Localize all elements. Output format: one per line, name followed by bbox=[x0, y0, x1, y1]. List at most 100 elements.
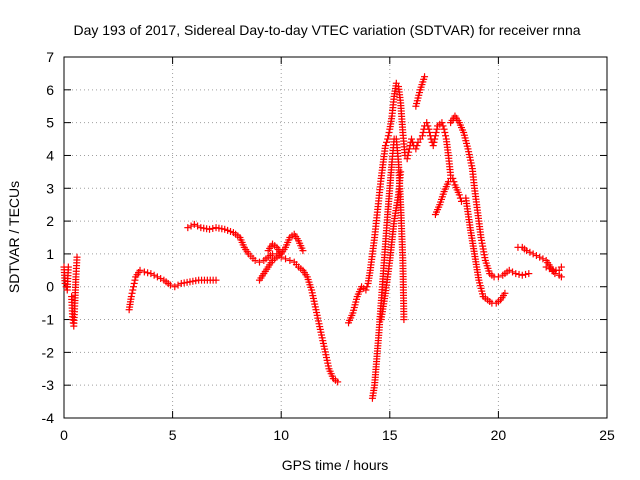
data-point bbox=[209, 224, 217, 232]
data-point bbox=[405, 145, 413, 153]
data-point bbox=[206, 225, 214, 233]
data-point bbox=[426, 128, 434, 136]
data-point bbox=[423, 119, 431, 127]
data-point bbox=[494, 273, 502, 281]
data-point bbox=[505, 266, 513, 274]
data-point bbox=[515, 270, 523, 278]
data-point bbox=[523, 247, 531, 255]
data-point bbox=[286, 256, 294, 264]
data-point bbox=[362, 286, 370, 294]
data-point bbox=[174, 281, 182, 289]
data-point bbox=[384, 132, 392, 140]
gridlines bbox=[64, 57, 607, 418]
plot-frame bbox=[63, 56, 608, 419]
data-point bbox=[381, 142, 389, 150]
data-point bbox=[166, 281, 174, 289]
data-point bbox=[418, 132, 426, 140]
data-point bbox=[212, 276, 220, 284]
data-point bbox=[129, 286, 137, 294]
y-tick-label: -1 bbox=[42, 312, 55, 328]
data-point bbox=[441, 128, 449, 136]
data-point bbox=[425, 125, 433, 133]
data-point bbox=[542, 263, 550, 271]
data-points bbox=[60, 73, 565, 402]
data-point bbox=[557, 273, 565, 281]
y-tick-label: 2 bbox=[46, 213, 54, 229]
data-point bbox=[150, 271, 158, 279]
data-point bbox=[413, 142, 421, 150]
data-point bbox=[194, 222, 202, 230]
y-tick-label: 6 bbox=[46, 82, 54, 98]
data-point bbox=[147, 270, 155, 278]
data-point bbox=[397, 168, 405, 176]
x-tick-label: 10 bbox=[273, 427, 289, 443]
data-point bbox=[545, 265, 553, 273]
x-tick-label: 0 bbox=[60, 427, 68, 443]
data-point bbox=[153, 273, 161, 281]
y-tick-label: 1 bbox=[46, 246, 54, 262]
data-point bbox=[518, 271, 526, 279]
data-point bbox=[512, 270, 520, 278]
data-point bbox=[431, 132, 439, 140]
data-point bbox=[438, 119, 446, 127]
data-point bbox=[400, 316, 408, 324]
data-point bbox=[383, 138, 391, 146]
y-tick-label: -2 bbox=[42, 344, 55, 360]
data-point bbox=[403, 155, 411, 163]
data-point bbox=[536, 253, 544, 261]
y-tick-label: 0 bbox=[46, 279, 54, 295]
data-point bbox=[140, 268, 148, 276]
axis-ticks: 0 5 10 15 20 25 -4 -3 -2 -1 0 1 2 3 4 5 6 7 bbox=[42, 49, 615, 443]
y-tick-label: 5 bbox=[46, 115, 54, 131]
data-point bbox=[130, 279, 138, 287]
y-tick-label: 7 bbox=[46, 49, 54, 65]
y-tick-label: 4 bbox=[46, 147, 54, 163]
data-point bbox=[299, 247, 307, 255]
data-point bbox=[136, 266, 144, 274]
data-point bbox=[509, 268, 517, 276]
data-point bbox=[440, 125, 448, 133]
data-point bbox=[384, 135, 392, 143]
data-point bbox=[404, 151, 412, 159]
data-point bbox=[522, 270, 530, 278]
data-point bbox=[405, 148, 413, 156]
data-point bbox=[385, 128, 393, 136]
data-point bbox=[251, 256, 259, 264]
data-point bbox=[432, 128, 440, 136]
data-point bbox=[532, 252, 540, 260]
data-point bbox=[421, 73, 429, 81]
x-tick-label: 20 bbox=[491, 427, 507, 443]
data-point bbox=[277, 250, 285, 258]
data-point bbox=[282, 255, 290, 263]
data-point bbox=[334, 378, 342, 386]
data-point bbox=[424, 122, 432, 130]
data-point bbox=[64, 263, 72, 271]
x-tick-label: 25 bbox=[599, 427, 615, 443]
data-point bbox=[442, 132, 450, 140]
data-point bbox=[430, 138, 438, 146]
data-point bbox=[190, 220, 198, 228]
data-point bbox=[433, 125, 441, 133]
data-point bbox=[157, 275, 165, 283]
data-point bbox=[144, 269, 152, 277]
chart-title: Day 193 of 2017, Sidereal Day-to-day VTE… bbox=[73, 22, 580, 38]
data-point bbox=[187, 222, 195, 230]
data-point bbox=[73, 253, 81, 261]
data-point bbox=[408, 135, 416, 143]
data-point bbox=[429, 142, 437, 150]
y-tick-label: -4 bbox=[42, 410, 55, 426]
data-point bbox=[431, 135, 439, 143]
data-point bbox=[449, 174, 457, 182]
data-point bbox=[526, 248, 534, 256]
data-point bbox=[130, 283, 138, 291]
data-point bbox=[525, 270, 533, 278]
y-axis-label: SDTVAR / TECUs bbox=[6, 181, 22, 293]
data-point bbox=[501, 289, 509, 297]
x-axis-label: GPS time / hours bbox=[282, 457, 389, 473]
data-point bbox=[529, 250, 537, 258]
data-point bbox=[131, 276, 139, 284]
x-tick-label: 5 bbox=[169, 427, 177, 443]
data-point bbox=[439, 122, 447, 130]
